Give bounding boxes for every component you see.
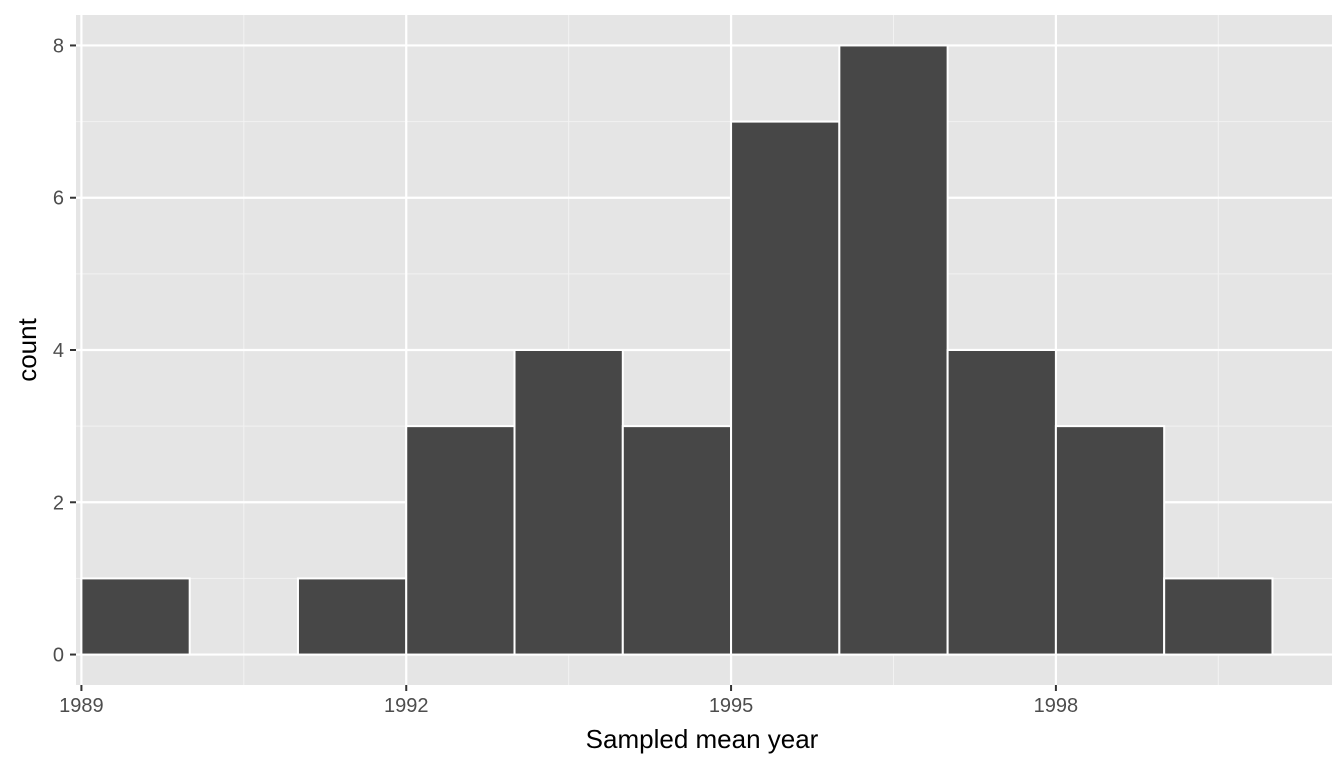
x-tick-label: 1989 xyxy=(59,695,104,717)
histogram-bar xyxy=(80,577,191,656)
x-tick-label: 1992 xyxy=(384,695,429,717)
y-axis: 0 2 4 6 8 xyxy=(53,35,76,667)
histogram-bar xyxy=(1163,577,1274,656)
x-axis: 1989 1992 1995 1998 xyxy=(59,685,1078,717)
y-tick-label: 6 xyxy=(53,188,64,210)
histogram-bar xyxy=(405,425,516,656)
x-tick-label: 1998 xyxy=(1034,695,1079,717)
y-axis-title: count xyxy=(12,317,42,381)
y-tick-label: 2 xyxy=(53,492,64,514)
y-tick-label: 0 xyxy=(53,645,64,667)
histogram-bar xyxy=(296,577,408,656)
histogram-bar xyxy=(730,120,841,656)
x-axis-title: Sampled mean year xyxy=(586,724,819,754)
y-tick-label: 4 xyxy=(53,340,64,362)
histogram-bar xyxy=(1054,425,1166,656)
histogram-bar xyxy=(946,349,1057,656)
histogram-bar xyxy=(838,44,949,656)
histogram-bar xyxy=(513,349,624,656)
histogram-bars xyxy=(80,44,1274,656)
x-tick-label: 1995 xyxy=(709,695,754,717)
histogram-bar xyxy=(621,425,733,656)
y-tick-label: 8 xyxy=(53,35,64,57)
